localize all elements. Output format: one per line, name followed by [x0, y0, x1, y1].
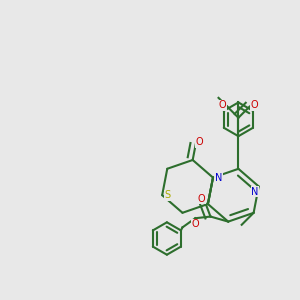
- Text: N: N: [251, 187, 259, 197]
- Text: O: O: [250, 100, 258, 110]
- Text: N: N: [215, 172, 222, 183]
- Text: O: O: [219, 100, 226, 110]
- Text: O: O: [197, 194, 205, 204]
- Text: O: O: [191, 219, 199, 229]
- Text: S: S: [164, 190, 171, 200]
- Text: O: O: [196, 137, 203, 147]
